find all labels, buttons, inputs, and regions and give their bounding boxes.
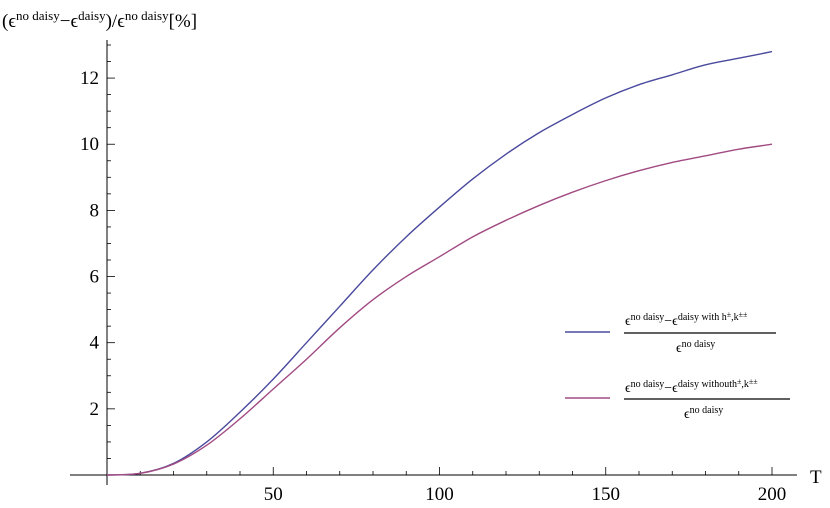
legend-sup: daisy withouth bbox=[678, 379, 737, 390]
x-axis-label: T bbox=[810, 467, 822, 488]
x-tick-label: 150 bbox=[592, 484, 621, 505]
series-line-1 bbox=[106, 50, 773, 476]
legend-sup: ,k bbox=[731, 312, 739, 323]
legend-sup: ± bbox=[727, 310, 732, 319]
legend-sup: ±± bbox=[749, 377, 758, 386]
ylabel-part: [%] bbox=[169, 11, 197, 32]
ylabel-sup: no daisy bbox=[125, 8, 169, 23]
legend-numerator-series-1: ϵno daisy−ϵdaisy with h±,k±± bbox=[625, 310, 748, 329]
x-tick-label: 50 bbox=[264, 484, 283, 505]
legend-text: ϵ bbox=[625, 314, 631, 329]
legend-sup: no daisy bbox=[690, 405, 724, 416]
legend-text: −ϵ bbox=[664, 314, 678, 329]
y-tick-label: 10 bbox=[80, 134, 99, 155]
y-axis-label: (ϵno daisy−ϵdaisy)/ϵno daisy[%] bbox=[2, 8, 197, 32]
y-tick-label: 2 bbox=[90, 399, 100, 420]
y-tick-label: 6 bbox=[90, 267, 100, 288]
legend-text: ϵ bbox=[684, 407, 690, 422]
legend-sup: no daisy bbox=[631, 312, 665, 323]
legend-text: ϵ bbox=[625, 381, 631, 396]
legend-text: ϵ bbox=[676, 341, 682, 356]
ticks: 50 100 150 200 2 4 6 8 10 12 bbox=[80, 44, 787, 505]
legend-denominator-series-1: ϵno daisy bbox=[676, 339, 715, 356]
series-line-2 bbox=[106, 143, 773, 476]
legend: ϵno daisy−ϵdaisy with h±,k±± ϵno daisy ϵ… bbox=[565, 310, 790, 422]
x-tick-label: 100 bbox=[425, 484, 454, 505]
legend-sup: no daisy bbox=[682, 339, 716, 350]
ylabel-part: )/ϵ bbox=[106, 11, 126, 32]
y-tick-label: 8 bbox=[90, 200, 100, 221]
legend-sup: ± bbox=[737, 377, 742, 386]
y-tick-label: 4 bbox=[90, 333, 100, 354]
ylabel-sup: daisy bbox=[78, 8, 106, 23]
x-tick-label: 200 bbox=[758, 484, 787, 505]
legend-sup: daisy with h bbox=[678, 312, 727, 323]
ylabel-sup: no daisy bbox=[16, 8, 60, 23]
ylabel-part: −ϵ bbox=[60, 11, 79, 32]
legend-sup: ±± bbox=[739, 310, 748, 319]
legend-sup: no daisy bbox=[631, 379, 665, 390]
legend-denominator-series-2: ϵno daisy bbox=[684, 405, 723, 422]
legend-text: −ϵ bbox=[664, 381, 678, 396]
legend-numerator-series-2: ϵno daisy−ϵdaisy withouth±,k±± bbox=[625, 377, 758, 396]
ylabel-part: (ϵ bbox=[2, 11, 16, 32]
series-lines bbox=[106, 50, 773, 476]
y-tick-label: 12 bbox=[80, 68, 99, 89]
axes bbox=[70, 40, 797, 485]
legend-sup: ,k bbox=[741, 379, 749, 390]
